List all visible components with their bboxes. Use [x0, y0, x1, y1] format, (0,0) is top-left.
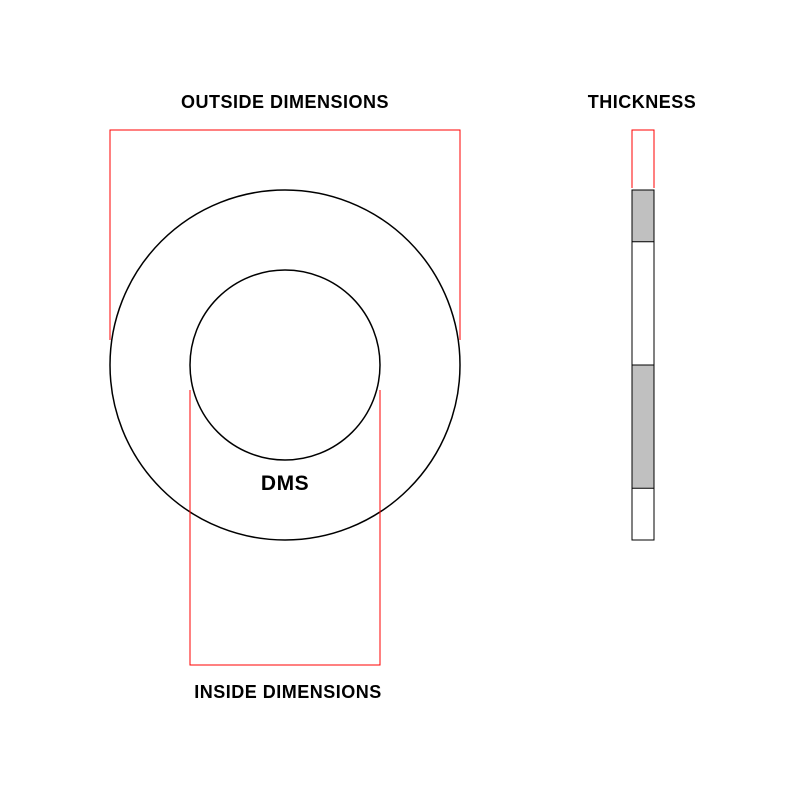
- washer-inner-circle: [190, 270, 380, 460]
- thickness-segment: [632, 488, 654, 540]
- thickness-segment: [632, 242, 654, 365]
- inside-dimensions-label: INSIDE DIMENSIONS: [194, 682, 382, 702]
- thickness-dimension-bracket: [632, 130, 654, 188]
- thickness-segment: [632, 365, 654, 488]
- thickness-side-view: [632, 190, 654, 540]
- outside-dimensions-label: OUTSIDE DIMENSIONS: [181, 92, 389, 112]
- washer-diagram: DMS OUTSIDE DIMENSIONS INSIDE DIMENSIONS…: [0, 0, 800, 800]
- center-label: DMS: [261, 472, 309, 495]
- thickness-label: THICKNESS: [588, 92, 697, 112]
- outside-dimension-bracket: [110, 130, 460, 340]
- thickness-segment: [632, 190, 654, 242]
